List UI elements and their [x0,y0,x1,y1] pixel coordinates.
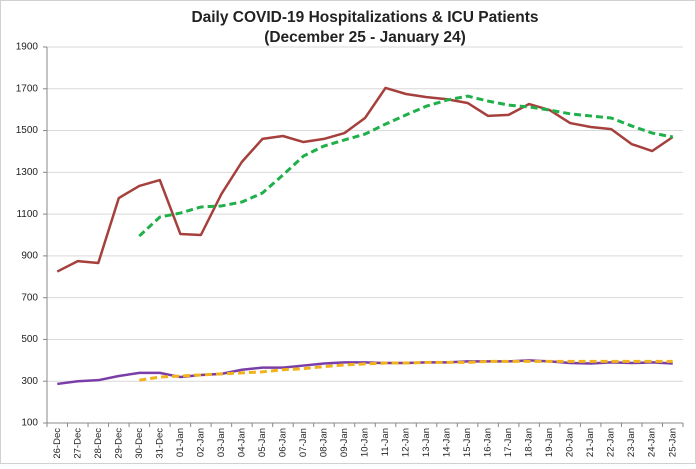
x-tick-label: 10-Jan [360,428,371,457]
x-tick-label: 30-Dec [134,428,145,459]
chart-subtitle: (December 25 - January 24) [264,29,466,46]
x-tick-label: 09-Jan [339,428,350,457]
y-tick-label: 700 [21,292,38,303]
y-tick-label: 500 [21,334,38,345]
x-tick-label: 24-Jan [647,428,658,457]
x-tick-label: 04-Jan [236,428,247,457]
y-tick-label: 1300 [16,167,39,178]
y-tick-label: 100 [21,418,38,429]
x-tick-label: 28-Dec [93,428,104,459]
x-tick-label: 12-Jan [401,428,412,457]
x-tick-label: 13-Jan [421,428,432,457]
x-tick-label: 02-Jan [195,428,206,457]
x-tick-label: 31-Dec [154,428,165,459]
chart-title: Daily COVID-19 Hospitalizations & ICU Pa… [191,9,538,26]
series-line [138,94,674,238]
x-tick-label: 18-Jan [524,428,535,457]
x-tick-label: 01-Jan [175,428,186,457]
y-tick-label: 1100 [16,209,38,220]
x-tick-label: 11-Jan [380,428,391,456]
x-tick-label: 20-Jan [565,428,576,457]
y-tick-label: 900 [21,251,38,262]
x-tick-label: 16-Jan [483,428,494,457]
x-tick-label: 15-Jan [462,428,473,457]
x-tick-label: 14-Jan [442,428,453,457]
x-tick-label: 25-Jan [667,428,678,457]
series-line [139,359,673,382]
x-tick-label: 22-Jan [606,428,617,457]
x-tick-label: 19-Jan [544,428,555,457]
y-tick-label: 1900 [16,42,39,53]
series-line [56,86,674,273]
x-tick-label: 17-Jan [503,428,514,457]
x-tick-label: 23-Jan [626,428,637,457]
x-tick-label: 05-Jan [257,428,268,457]
x-tick-label: 06-Jan [277,428,288,457]
x-tick-label: 27-Dec [72,428,83,459]
x-tick-label: 03-Jan [216,428,227,457]
x-tick-label: 07-Jan [298,428,309,457]
x-tick-label: 26-Dec [52,428,63,459]
x-tick-label: 21-Jan [585,428,596,457]
y-tick-label: 1500 [16,125,39,136]
x-tick-label: 29-Dec [113,428,124,459]
y-tick-label: 300 [21,376,38,387]
x-tick-label: 08-Jan [318,428,329,457]
y-tick-label: 1700 [16,83,39,94]
